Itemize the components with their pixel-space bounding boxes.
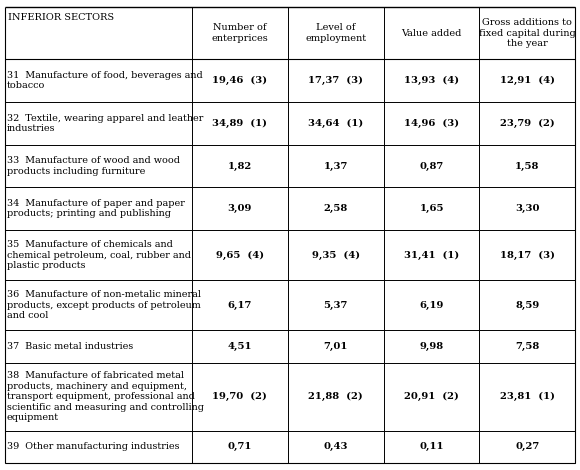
Text: 31,41  (1): 31,41 (1) xyxy=(404,251,459,260)
Text: 36  Manufacture of non-metalic mineral
products, except products of petroleum
an: 36 Manufacture of non-metalic mineral pr… xyxy=(7,290,201,320)
Text: 6,19: 6,19 xyxy=(419,301,444,310)
Text: 35  Manufacture of chemicals and
chemical petroleum, coal, rubber and
plastic pr: 35 Manufacture of chemicals and chemical… xyxy=(7,240,191,270)
Text: 1,58: 1,58 xyxy=(515,162,539,171)
Text: 0,87: 0,87 xyxy=(419,162,444,171)
Text: 1,37: 1,37 xyxy=(324,162,348,171)
Text: Number of
enterprices: Number of enterprices xyxy=(211,24,268,43)
Text: 32  Textile, wearing apparel and leather
industries: 32 Textile, wearing apparel and leather … xyxy=(7,114,204,133)
Text: 23,81  (1): 23,81 (1) xyxy=(500,392,555,401)
Text: 8,59: 8,59 xyxy=(515,301,539,310)
Text: 12,91  (4): 12,91 (4) xyxy=(500,76,555,85)
Text: 5,37: 5,37 xyxy=(324,301,348,310)
Text: 38  Manufacture of fabricated metal
products, machinery and equipment,
transport: 38 Manufacture of fabricated metal produ… xyxy=(7,371,204,422)
Text: 31  Manufacture of food, beverages and
tobacco: 31 Manufacture of food, beverages and to… xyxy=(7,70,203,90)
Text: 7,58: 7,58 xyxy=(515,342,539,351)
Text: 39  Other manufacturing industries: 39 Other manufacturing industries xyxy=(7,442,179,451)
Text: 33  Manufacture of wood and wood
products including furniture: 33 Manufacture of wood and wood products… xyxy=(7,157,180,176)
Text: 9,35  (4): 9,35 (4) xyxy=(311,251,360,260)
Text: 19,70  (2): 19,70 (2) xyxy=(212,392,267,401)
Text: 13,93  (4): 13,93 (4) xyxy=(404,76,459,85)
Text: 34,89  (1): 34,89 (1) xyxy=(212,118,267,128)
Text: 2,58: 2,58 xyxy=(324,204,348,213)
Text: 4,51: 4,51 xyxy=(227,342,252,351)
Text: 0,11: 0,11 xyxy=(419,442,444,451)
Text: 21,88  (2): 21,88 (2) xyxy=(309,392,363,401)
Text: 1,82: 1,82 xyxy=(228,162,252,171)
Text: INFERIOR SECTORS: INFERIOR SECTORS xyxy=(8,13,114,22)
Text: 6,17: 6,17 xyxy=(227,301,252,310)
Text: 17,37  (3): 17,37 (3) xyxy=(308,76,363,85)
Text: 34  Manufacture of paper and paper
products; printing and publishing: 34 Manufacture of paper and paper produc… xyxy=(7,199,185,219)
Text: 34,64  (1): 34,64 (1) xyxy=(308,118,363,128)
Text: 20,91  (2): 20,91 (2) xyxy=(404,392,459,401)
Text: Value added: Value added xyxy=(401,29,462,38)
Text: 37  Basic metal industries: 37 Basic metal industries xyxy=(7,342,133,351)
Text: 1,65: 1,65 xyxy=(419,204,444,213)
Text: 0,71: 0,71 xyxy=(227,442,252,451)
Text: Gross additions to
fixed capital during
the year: Gross additions to fixed capital during … xyxy=(479,18,576,48)
Text: 9,98: 9,98 xyxy=(419,342,444,351)
Text: 9,65  (4): 9,65 (4) xyxy=(216,251,264,260)
Text: 0,43: 0,43 xyxy=(324,442,348,451)
Text: Level of
employment: Level of employment xyxy=(305,24,366,43)
Text: 3,09: 3,09 xyxy=(227,204,252,213)
Text: 14,96  (3): 14,96 (3) xyxy=(404,118,459,128)
Text: 3,30: 3,30 xyxy=(515,204,539,213)
Text: 18,17  (3): 18,17 (3) xyxy=(500,251,555,260)
Text: 23,79  (2): 23,79 (2) xyxy=(500,118,555,128)
Text: 7,01: 7,01 xyxy=(324,342,348,351)
Text: 19,46  (3): 19,46 (3) xyxy=(212,76,267,85)
Text: 0,27: 0,27 xyxy=(515,442,539,451)
